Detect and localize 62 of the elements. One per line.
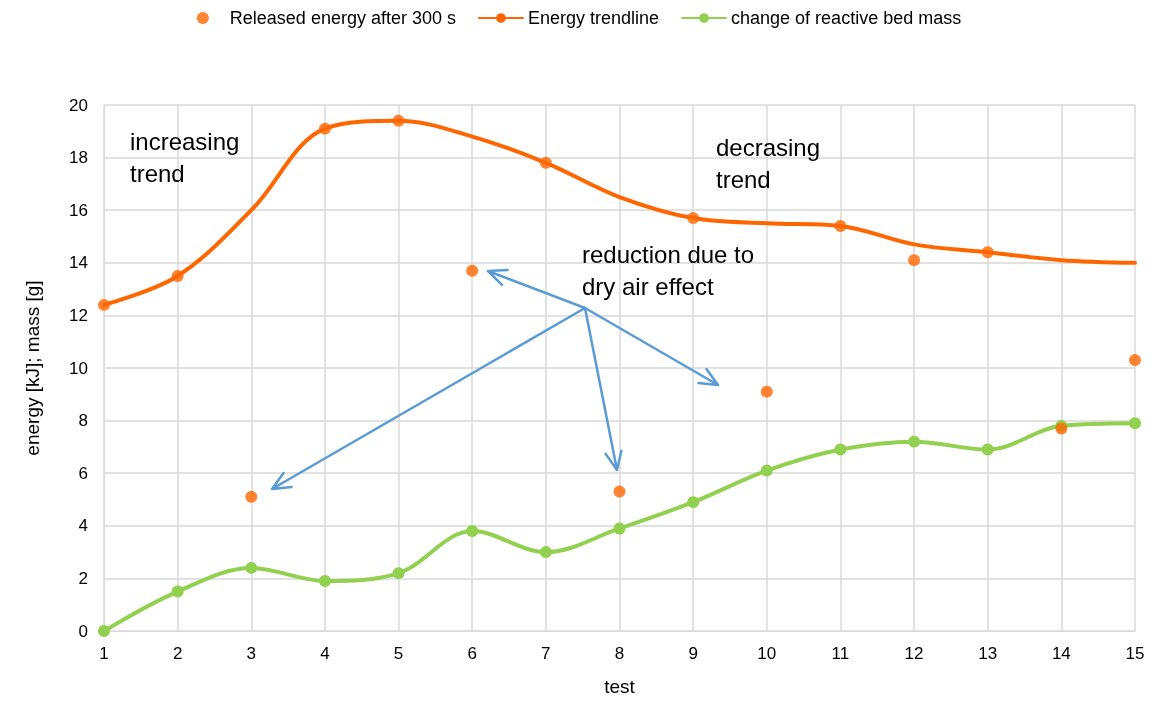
point (392, 567, 405, 580)
x-tick-label: 1 (99, 644, 109, 663)
y-tick-label: 6 (78, 463, 88, 483)
y-tick-label: 12 (69, 305, 88, 325)
legend-label: Energy trendline (527, 8, 660, 28)
legend-label: change of reactive bed mass (731, 8, 962, 28)
x-tick-label: 8 (614, 644, 625, 663)
point (539, 546, 552, 559)
point (981, 443, 994, 456)
point (318, 575, 331, 588)
x-tick-label: 2 (172, 644, 183, 663)
point (834, 219, 847, 232)
point (687, 496, 700, 509)
point (392, 114, 405, 127)
point (613, 522, 626, 535)
legend-label: Released energy after 300 s (229, 8, 456, 28)
y-tick-label: 4 (78, 516, 88, 536)
point (760, 464, 773, 477)
point (908, 254, 921, 267)
y-tick-label: 20 (69, 95, 88, 115)
x-tick-label: 4 (320, 644, 330, 663)
point (1129, 417, 1141, 430)
y-tick-label: 2 (78, 568, 88, 588)
y-tick-label: 8 (78, 411, 88, 431)
x-tick-label: 7 (541, 644, 551, 663)
y-tick-label: 18 (69, 148, 88, 168)
x-tick-label: 12 (904, 644, 924, 663)
point (98, 298, 110, 311)
point (1129, 354, 1141, 367)
point (466, 525, 479, 538)
annotation: increasing trend (130, 127, 240, 187)
point (245, 561, 258, 574)
point (760, 385, 773, 398)
y-axis-title: energy [kJ]; mass [g] (22, 280, 43, 456)
y-tick-label: 16 (69, 200, 88, 220)
x-tick-label: 6 (467, 644, 477, 663)
point (171, 585, 184, 598)
point (981, 246, 994, 259)
annotation: decrasing trend (716, 133, 821, 193)
y-tick-label: 10 (69, 358, 88, 378)
x-tick-label: 3 (246, 644, 257, 663)
y-tick-label: 14 (69, 253, 88, 273)
annotation: reduction due to dry air effect (582, 240, 755, 300)
x-tick-label: 9 (688, 644, 698, 663)
x-tick-label: 15 (1125, 644, 1145, 663)
x-tick-label: 11 (831, 644, 850, 663)
point (245, 490, 258, 503)
x-tick-label: 10 (757, 644, 777, 663)
point (98, 625, 110, 637)
point (687, 212, 700, 225)
y-tick-label: 0 (78, 621, 88, 641)
point (908, 435, 921, 448)
x-axis-title: test (604, 676, 636, 697)
point (318, 122, 331, 135)
point (466, 264, 479, 277)
point (613, 485, 626, 498)
x-tick-label: 5 (393, 644, 404, 663)
point (171, 269, 184, 282)
x-tick-label: 14 (1051, 644, 1071, 663)
point (834, 443, 847, 456)
x-tick-label: 13 (978, 644, 998, 663)
point (539, 156, 552, 169)
